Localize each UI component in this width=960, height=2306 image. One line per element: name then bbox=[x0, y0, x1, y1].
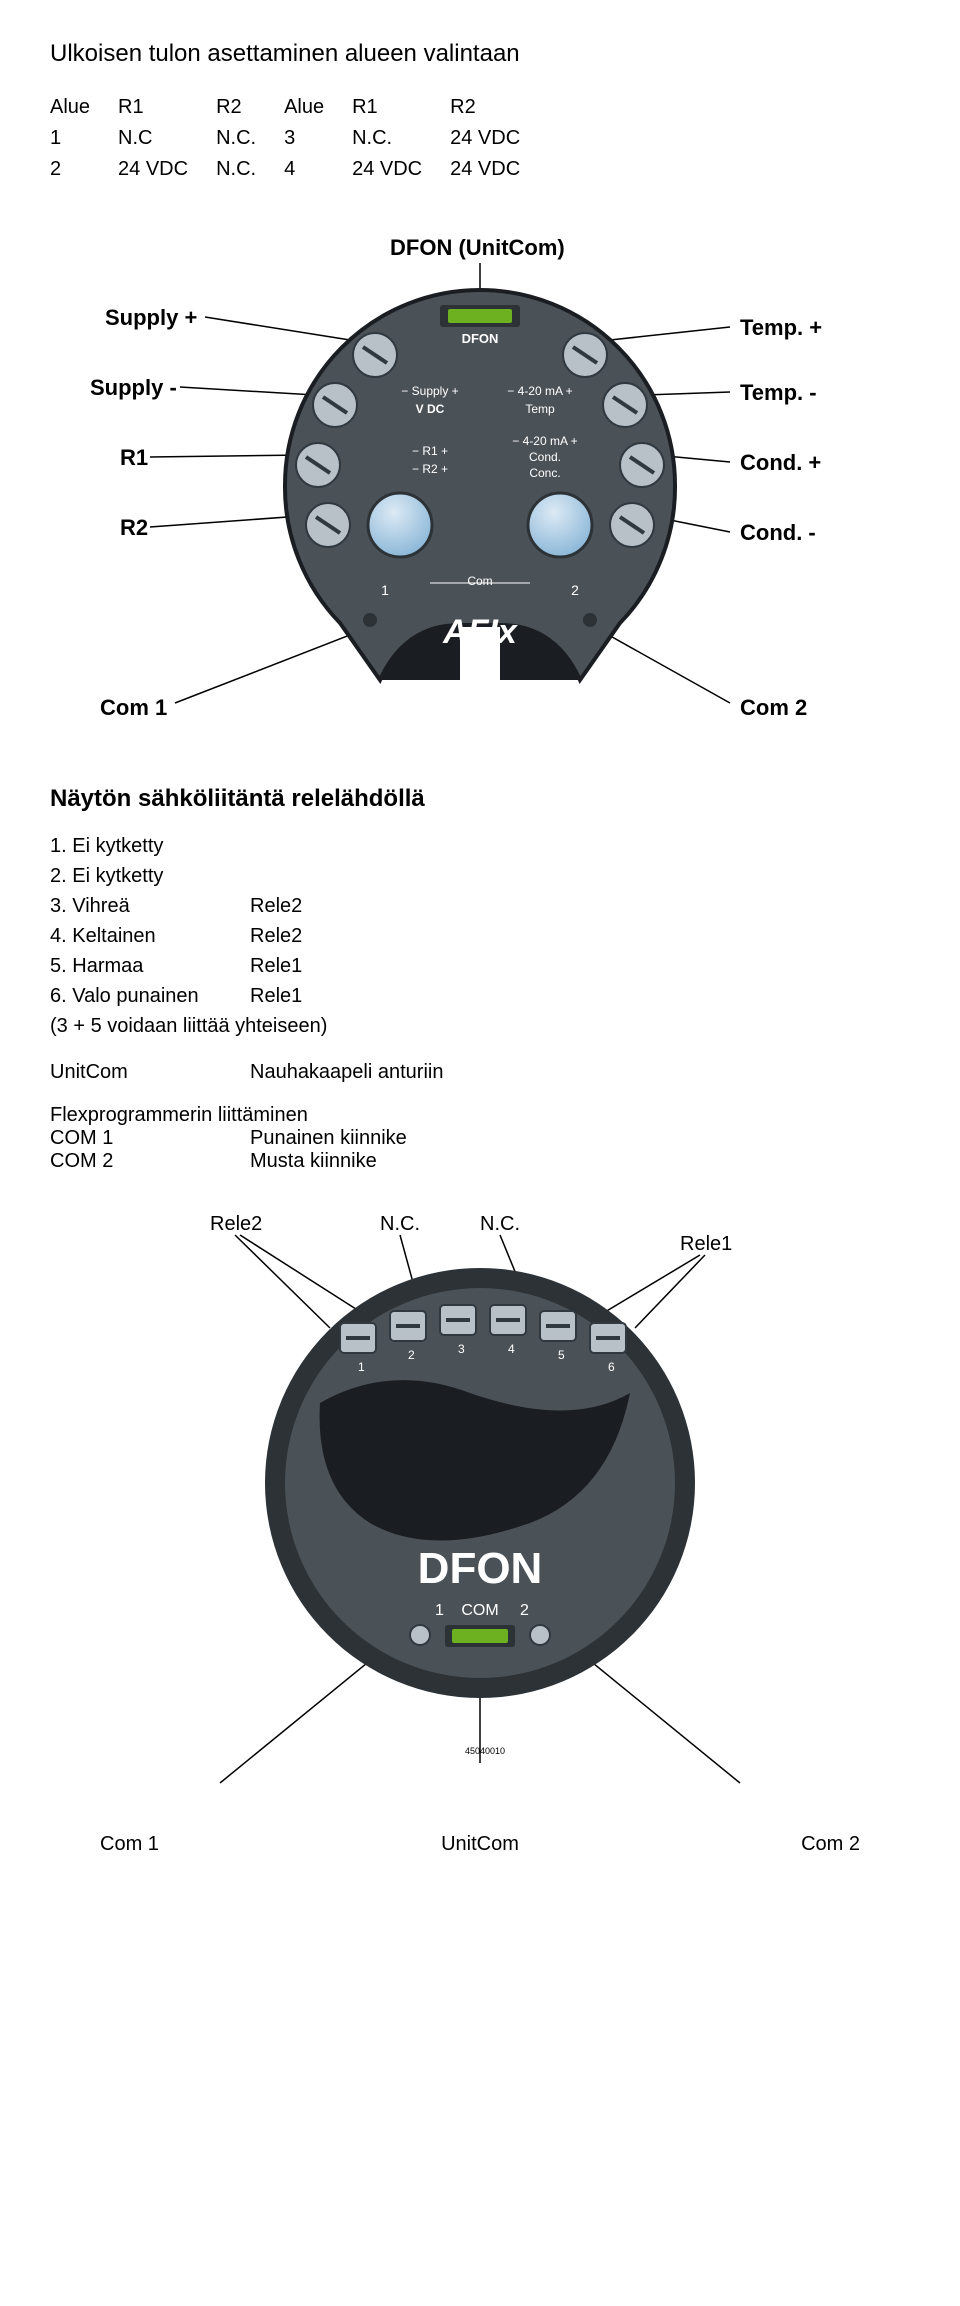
svg-text:3: 3 bbox=[458, 1342, 465, 1356]
svg-text:DFON: DFON bbox=[418, 1544, 543, 1593]
svg-text:− Supply +: − Supply + bbox=[401, 384, 458, 398]
svg-text:Com: Com bbox=[467, 574, 492, 588]
table-row: 2 24 VDC N.C. 4 24 VDC 24 VDC bbox=[50, 154, 548, 185]
section-title-wiring: Näytön sähköliitäntä relelähdöllä bbox=[50, 785, 910, 813]
label-dfon-unitcom: DFON (UnitCom) bbox=[390, 235, 565, 261]
svg-text:1: 1 bbox=[435, 1602, 444, 1619]
dfon-device-icon: 1 2 3 4 5 6 DFON 1 COM 2 bbox=[260, 1263, 700, 1703]
svg-text:Temp: Temp bbox=[525, 402, 555, 416]
label-temp-plus: Temp. + bbox=[740, 315, 822, 341]
td: N.C. bbox=[216, 123, 284, 154]
svg-text:− 4-20 mA +: − 4-20 mA + bbox=[512, 434, 577, 448]
td: N.C. bbox=[216, 154, 284, 185]
unitcom-row: UnitCom Nauhakaapeli anturiin bbox=[50, 1061, 910, 1084]
svg-text:4: 4 bbox=[508, 1342, 515, 1356]
device-figure-afix: DFON (UnitCom) Supply + Supply - R1 R2 C… bbox=[90, 225, 870, 745]
label-cond-plus: Cond. + bbox=[740, 450, 821, 476]
label-rele1: Rele1 bbox=[680, 1233, 732, 1256]
svg-text:1: 1 bbox=[358, 1360, 365, 1374]
svg-text:AFIx: AFIx bbox=[442, 613, 519, 651]
label-com2: Com 2 bbox=[740, 695, 807, 721]
device-figure-dfon: Rele2 N.C. N.C. Rele1 45040010 bbox=[90, 1203, 870, 1813]
label-rele2: Rele2 bbox=[210, 1213, 262, 1236]
label-nc1: N.C. bbox=[380, 1213, 420, 1236]
td: 24 VDC bbox=[450, 123, 548, 154]
label-com1: Com 1 bbox=[100, 695, 167, 721]
label-r2: R2 bbox=[120, 515, 148, 541]
label-r1: R1 bbox=[120, 445, 148, 471]
td: 24 VDC bbox=[352, 154, 450, 185]
label-bottom-com1: Com 1 bbox=[100, 1833, 159, 1856]
svg-text:− R2 +: − R2 + bbox=[412, 462, 448, 476]
label-supply-plus: Supply + bbox=[105, 305, 197, 331]
svg-text:2: 2 bbox=[408, 1348, 415, 1362]
svg-text:5: 5 bbox=[558, 1348, 565, 1362]
label-cond-minus: Cond. - bbox=[740, 520, 816, 546]
table-header-row: Alue R1 R2 Alue R1 R2 bbox=[50, 92, 548, 123]
wiring-list: 1. Ei kytketty 2. Ei kytketty 3. VihreäR… bbox=[50, 831, 910, 1041]
svg-text:Conc.: Conc. bbox=[529, 466, 560, 480]
svg-text:DFON: DFON bbox=[462, 331, 499, 346]
label-nc2: N.C. bbox=[480, 1213, 520, 1236]
svg-text:1: 1 bbox=[381, 582, 389, 598]
label-bottom-unitcom: UnitCom bbox=[441, 1833, 519, 1856]
label-supply-minus: Supply - bbox=[90, 375, 177, 401]
th: R2 bbox=[450, 92, 548, 123]
label-bottom-com2: Com 2 bbox=[801, 1833, 860, 1856]
svg-text:− R1 +: − R1 + bbox=[412, 444, 448, 458]
afix-device-icon: DFON − Supply + V DC bbox=[280, 285, 680, 685]
unitcom-label: UnitCom bbox=[50, 1061, 250, 1084]
td: N.C bbox=[118, 123, 216, 154]
th: Alue bbox=[284, 92, 352, 123]
wiring-list-note: (3 + 5 voidaan liittää yhteiseen) bbox=[50, 1011, 910, 1041]
th: Alue bbox=[50, 92, 118, 123]
unitcom-value: Nauhakaapeli anturiin bbox=[250, 1061, 443, 1084]
td: 24 VDC bbox=[118, 154, 216, 185]
svg-text:2: 2 bbox=[571, 582, 579, 598]
td: 24 VDC bbox=[450, 154, 548, 185]
footer-labels: Com 1 UnitCom Com 2 bbox=[50, 1833, 910, 1856]
td: 1 bbox=[50, 123, 118, 154]
label-temp-minus: Temp. - bbox=[740, 380, 817, 406]
svg-text:− 4-20 mA +: − 4-20 mA + bbox=[507, 384, 572, 398]
td: 2 bbox=[50, 154, 118, 185]
th: R1 bbox=[352, 92, 450, 123]
th: R2 bbox=[216, 92, 284, 123]
range-table: Alue R1 R2 Alue R1 R2 1 N.C N.C. 3 N.C. … bbox=[50, 92, 910, 185]
svg-text:Cond.: Cond. bbox=[529, 450, 561, 464]
svg-text:COM: COM bbox=[461, 1602, 498, 1619]
svg-text:2: 2 bbox=[520, 1602, 529, 1619]
flexprog-title: Flexprogrammerin liittäminen bbox=[50, 1104, 910, 1127]
th: R1 bbox=[118, 92, 216, 123]
table-row: 1 N.C N.C. 3 N.C. 24 VDC bbox=[50, 123, 548, 154]
svg-text:V DC: V DC bbox=[416, 402, 445, 416]
page-title: Ulkoisen tulon asettaminen alueen valint… bbox=[50, 40, 910, 68]
tiny-code: 45040010 bbox=[465, 1746, 505, 1756]
td: 4 bbox=[284, 154, 352, 185]
flexprogrammer-block: Flexprogrammerin liittäminen COM 1Punain… bbox=[50, 1104, 910, 1173]
td: 3 bbox=[284, 123, 352, 154]
td: N.C. bbox=[352, 123, 450, 154]
svg-text:6: 6 bbox=[608, 1360, 615, 1374]
